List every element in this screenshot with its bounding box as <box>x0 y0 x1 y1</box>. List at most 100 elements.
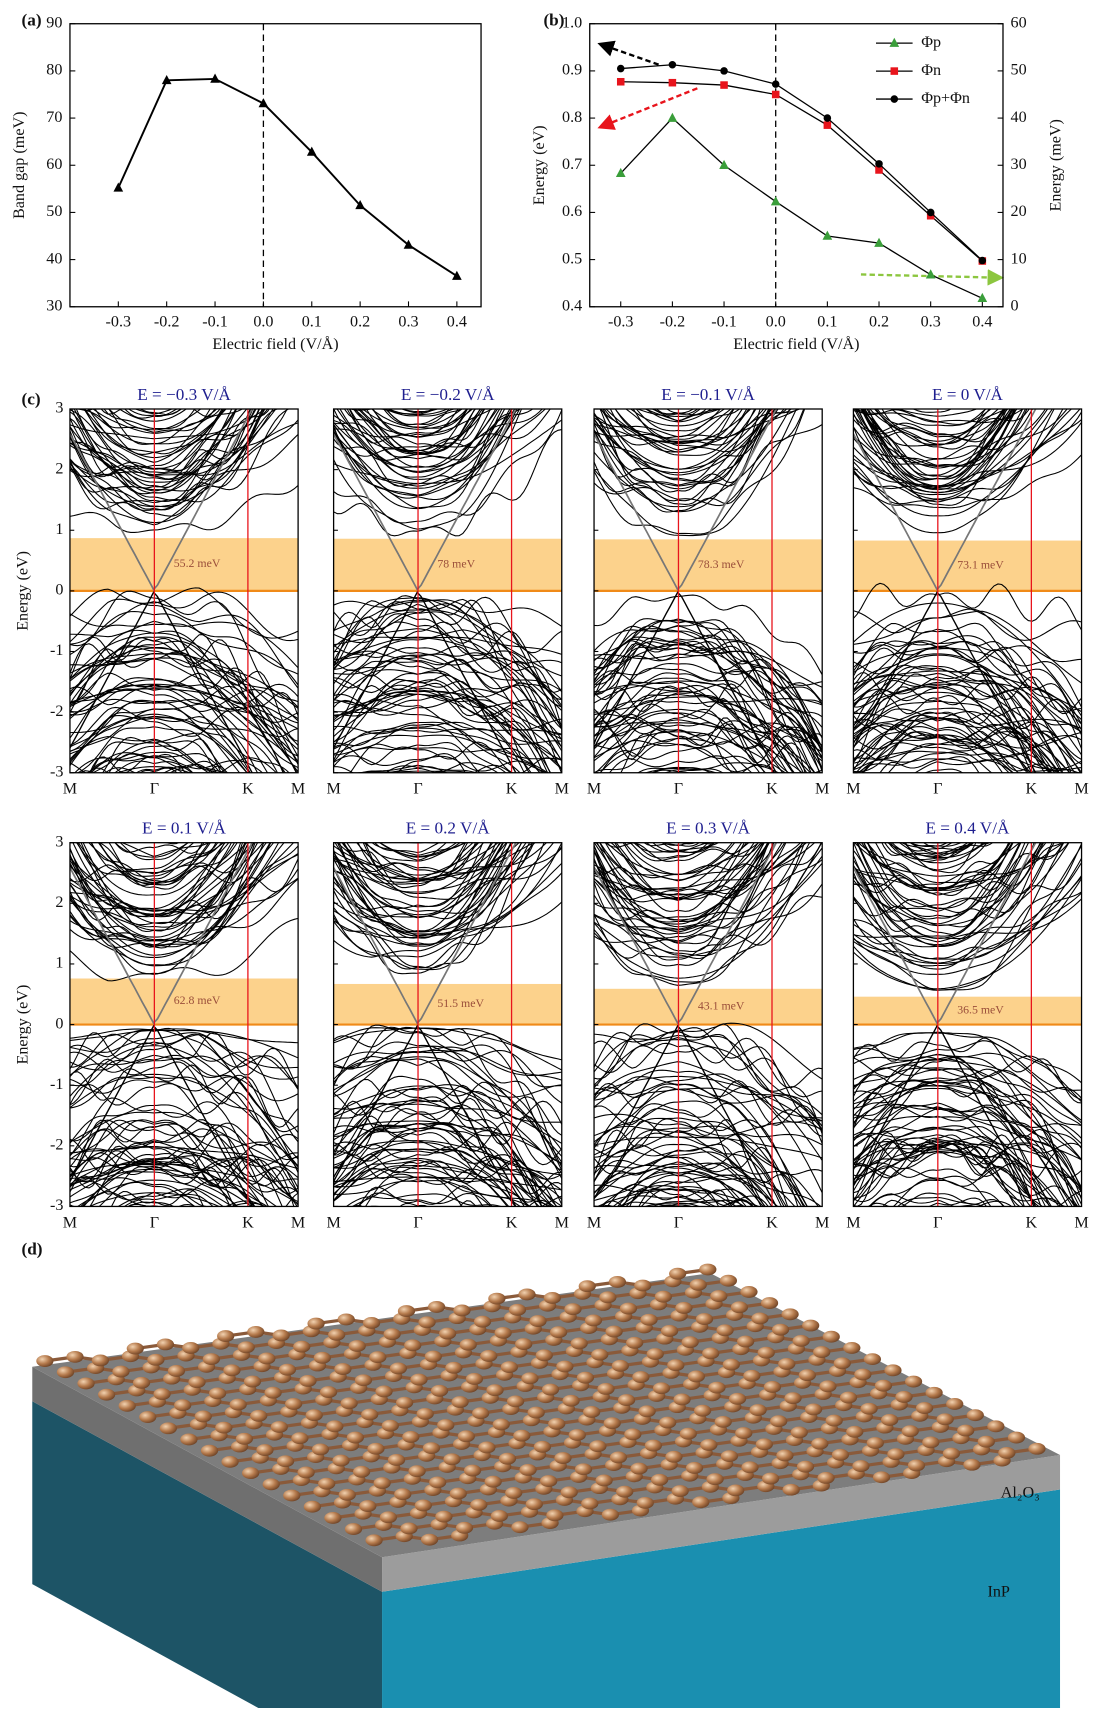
atom <box>428 1301 445 1313</box>
band-line <box>853 1207 1081 1274</box>
atom <box>369 1351 386 1363</box>
y-tick-label: -1 <box>50 642 63 659</box>
atom <box>293 1341 310 1353</box>
band-line <box>70 1193 298 1263</box>
k-point-label: K <box>242 781 254 798</box>
atom <box>887 1448 904 1460</box>
k-point-label: K <box>506 1214 518 1231</box>
atom <box>916 1402 933 1414</box>
atom <box>610 1451 627 1463</box>
atom <box>645 1440 662 1452</box>
atom <box>472 1407 489 1419</box>
atom <box>554 1452 571 1464</box>
band-line <box>594 141 822 408</box>
band-line <box>594 211 822 504</box>
y-tick-label: -3 <box>50 763 63 780</box>
atom <box>802 1320 819 1332</box>
atom <box>174 1399 191 1411</box>
atom <box>488 1293 505 1305</box>
atom <box>793 1335 810 1347</box>
atom <box>632 1371 649 1383</box>
band-line <box>334 1206 562 1258</box>
k-point-label: Γ <box>413 1214 422 1231</box>
atom <box>737 1336 754 1348</box>
atom <box>922 1436 939 1448</box>
x-tick-label: 0.1 <box>302 314 322 331</box>
atom <box>708 1382 725 1394</box>
k-point-label: K <box>766 1214 778 1231</box>
atom <box>542 1384 559 1396</box>
atom <box>271 1421 288 1433</box>
band-panel <box>334 93 562 914</box>
band-line <box>70 339 298 471</box>
panel-title: E = 0 V/Å <box>932 385 1004 404</box>
atom <box>727 1484 744 1496</box>
atom <box>304 1501 321 1513</box>
atom <box>223 1364 240 1376</box>
arrow <box>601 44 659 64</box>
atom <box>526 1498 543 1510</box>
k-point-label: Γ <box>674 1214 683 1231</box>
atom <box>669 1268 686 1280</box>
atom <box>550 1326 567 1338</box>
atom <box>450 1488 467 1500</box>
marker-triangle <box>452 271 462 280</box>
atom <box>374 1477 391 1489</box>
y-tick-label: 0.8 <box>562 109 582 126</box>
atom <box>256 1444 273 1456</box>
band-line <box>70 1211 298 1252</box>
atom <box>382 1420 399 1432</box>
atom <box>640 1314 657 1326</box>
atom <box>363 1317 380 1329</box>
y2-axis-label: Energy (meV) <box>1048 119 1065 211</box>
atom <box>423 1442 440 1454</box>
band-line <box>334 1158 562 1271</box>
atom <box>521 1372 538 1384</box>
layer-label: Al₂O₃ <box>1001 1484 1040 1501</box>
y-tick-label: 3 <box>55 400 63 417</box>
panel-label: (d) <box>22 1240 43 1259</box>
band-line <box>594 325 822 391</box>
marker-triangle <box>823 231 833 240</box>
k-point-label: K <box>242 1214 254 1231</box>
k-point-label: Γ <box>933 1214 942 1231</box>
gap-label: 78 meV <box>437 557 475 571</box>
band-line <box>70 321 298 391</box>
k-point-label: K <box>506 781 518 798</box>
atom <box>180 1434 197 1446</box>
atom <box>579 1280 596 1292</box>
atom <box>667 1359 684 1371</box>
atom <box>133 1377 150 1389</box>
band-line <box>594 1208 822 1269</box>
atom <box>431 1385 448 1397</box>
atom <box>546 1509 563 1521</box>
atom <box>283 1490 300 1502</box>
atom <box>359 1500 376 1512</box>
atom <box>729 1393 746 1405</box>
k-point-label: M <box>1074 1214 1088 1231</box>
atom <box>596 1475 613 1487</box>
y-axis-label: Band gap (meV) <box>11 112 28 219</box>
atom <box>328 1329 345 1341</box>
band-line <box>334 119 562 382</box>
band-line <box>594 695 822 925</box>
atom <box>119 1400 136 1412</box>
atom <box>618 1394 635 1406</box>
panel-title: E = 0.4 V/Å <box>926 819 1011 838</box>
k-point-label: M <box>555 781 569 798</box>
atom <box>659 1417 676 1429</box>
atom <box>609 1276 626 1288</box>
x-tick-label: -0.2 <box>660 314 686 331</box>
k-point-label: K <box>1026 1214 1038 1231</box>
atom <box>884 1364 901 1376</box>
atom <box>195 1410 212 1422</box>
atom <box>515 1338 532 1350</box>
atom <box>66 1351 83 1363</box>
atom <box>751 1313 768 1325</box>
y-tick-label: 0 <box>55 582 63 599</box>
panel-title: E = −0.1 V/Å <box>661 385 755 404</box>
x-tick-label: 0.4 <box>447 314 467 331</box>
band-line <box>334 136 562 413</box>
atom <box>291 1432 308 1444</box>
x-tick-label: 0.2 <box>350 314 370 331</box>
